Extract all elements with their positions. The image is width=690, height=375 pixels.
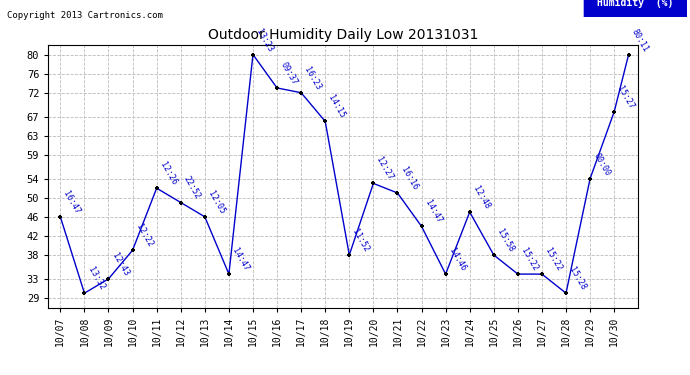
Text: 16:23: 16:23 bbox=[302, 65, 323, 92]
Text: 12:05: 12:05 bbox=[206, 189, 226, 215]
Text: 80:11: 80:11 bbox=[630, 27, 650, 53]
Text: 22:52: 22:52 bbox=[182, 175, 202, 201]
Point bbox=[344, 252, 355, 258]
Title: Outdoor Humidity Daily Low 20131031: Outdoor Humidity Daily Low 20131031 bbox=[208, 28, 478, 42]
Text: 11:52: 11:52 bbox=[351, 228, 371, 254]
Text: 15:28: 15:28 bbox=[567, 266, 588, 292]
Text: 14:47: 14:47 bbox=[423, 199, 443, 225]
Point bbox=[609, 109, 620, 115]
Point bbox=[103, 276, 114, 282]
Point bbox=[319, 118, 331, 124]
Text: 12:48: 12:48 bbox=[471, 184, 491, 211]
Text: 14:47: 14:47 bbox=[230, 246, 250, 273]
Point bbox=[489, 252, 500, 258]
Text: 14:46: 14:46 bbox=[447, 246, 467, 273]
Point bbox=[560, 290, 571, 296]
Point bbox=[272, 85, 283, 91]
Text: 16:47: 16:47 bbox=[61, 189, 82, 215]
Text: 12:22: 12:22 bbox=[134, 223, 155, 249]
Text: 13:32: 13:32 bbox=[86, 266, 106, 292]
Text: 14:15: 14:15 bbox=[326, 94, 347, 120]
Text: 12:26: 12:26 bbox=[158, 160, 178, 187]
Point bbox=[416, 224, 427, 230]
Point bbox=[248, 51, 259, 57]
Text: 12:43: 12:43 bbox=[110, 251, 130, 278]
Point bbox=[127, 247, 138, 253]
Point bbox=[55, 214, 66, 220]
Text: 15:58: 15:58 bbox=[495, 228, 515, 254]
Text: Copyright 2013 Cartronics.com: Copyright 2013 Cartronics.com bbox=[7, 11, 163, 20]
Point bbox=[224, 271, 235, 277]
Text: 15:22: 15:22 bbox=[520, 246, 540, 273]
Point bbox=[151, 185, 162, 191]
Text: 12:27: 12:27 bbox=[375, 156, 395, 182]
Text: 16:16: 16:16 bbox=[399, 165, 419, 192]
Text: 15:22: 15:22 bbox=[543, 246, 564, 273]
Point bbox=[623, 51, 634, 57]
Text: Humidity  (%): Humidity (%) bbox=[597, 0, 673, 8]
Point bbox=[513, 271, 524, 277]
Point bbox=[199, 214, 210, 220]
Point bbox=[464, 209, 475, 215]
Point bbox=[440, 271, 451, 277]
Point bbox=[584, 176, 595, 181]
Point bbox=[368, 180, 379, 186]
Point bbox=[175, 200, 186, 206]
Point bbox=[295, 90, 306, 96]
Point bbox=[79, 290, 90, 296]
Text: 15:27: 15:27 bbox=[615, 84, 636, 110]
Point bbox=[392, 190, 403, 196]
Text: 00:00: 00:00 bbox=[591, 151, 612, 177]
Point bbox=[536, 271, 547, 277]
Text: 09:37: 09:37 bbox=[279, 60, 299, 87]
Text: 13:23: 13:23 bbox=[255, 27, 275, 53]
